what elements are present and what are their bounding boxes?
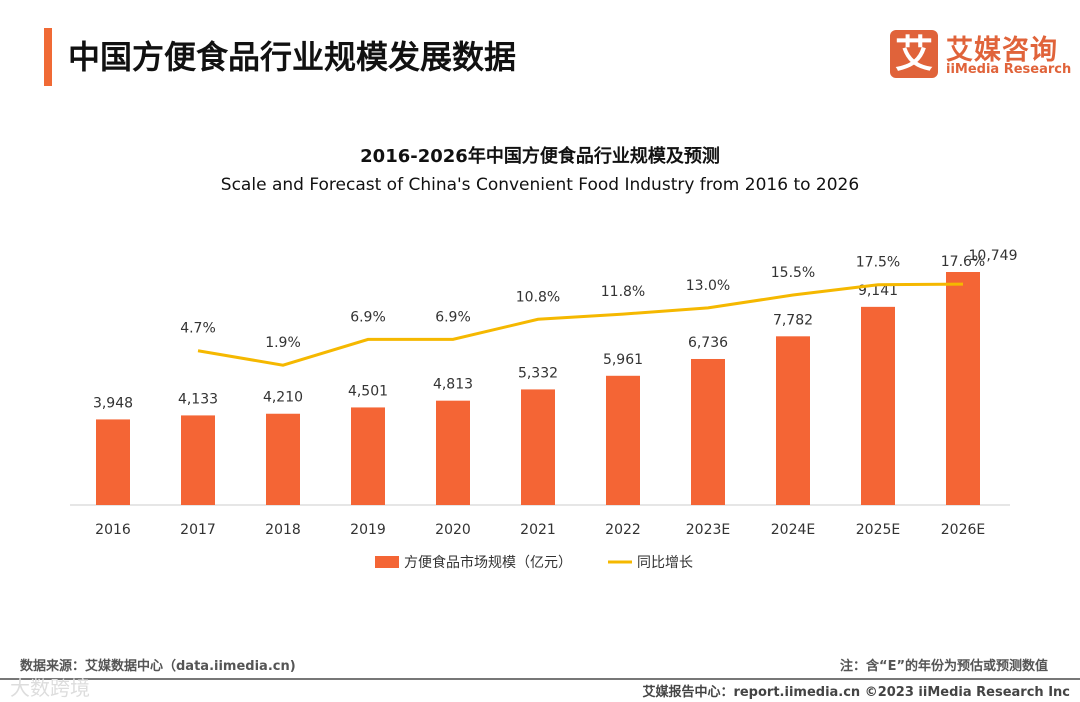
bar-value-label: 10,749: [969, 248, 1018, 264]
line-value-label: 10.8%: [516, 289, 560, 305]
line-value-label: 11.8%: [601, 284, 645, 300]
bar: [946, 272, 980, 505]
page-title: 中国方便食品行业规模发展数据: [68, 38, 517, 76]
note-text: 注：含“E”的年份为预估或预测数值: [840, 659, 1048, 674]
watermark: 大数跨境: [10, 676, 90, 700]
line-value-label: 17.6%: [941, 254, 985, 270]
line-value-label: 17.5%: [856, 255, 900, 271]
legend-bar-label: 方便食品市场规模（亿元）: [404, 554, 572, 571]
line-value-label: 1.9%: [265, 335, 301, 351]
x-tick-label: 2019: [350, 522, 386, 538]
line-value-label: 13.0%: [686, 278, 730, 294]
bar-value-label: 4,210: [263, 390, 303, 406]
x-tick-label: 2026E: [941, 522, 985, 538]
bar: [436, 400, 470, 505]
bar: [266, 413, 300, 505]
chart-title: 2016-2026年中国方便食品行业规模及预测: [360, 146, 720, 167]
bar: [861, 306, 895, 505]
line-value-label: 6.9%: [435, 309, 471, 325]
x-tick-label: 2018: [265, 522, 301, 538]
chart-subtitle: Scale and Forecast of China's Convenient…: [220, 175, 860, 195]
legend-bar-swatch: [375, 556, 399, 568]
line-value-label: 4.7%: [180, 321, 216, 337]
x-tick-label: 2021: [520, 522, 556, 538]
line-value-label: 6.9%: [350, 309, 386, 325]
x-tick-label: 2016: [95, 522, 131, 538]
bar-value-label: 5,961: [603, 352, 643, 368]
x-tick-label: 2024E: [771, 522, 815, 538]
legend-line-label: 同比增长: [637, 555, 693, 571]
copyright-text: 艾媒报告中心：report.iimedia.cn ©2023 iiMedia R…: [642, 685, 1070, 700]
footer-divider: [0, 678, 1080, 680]
bar-value-label: 5,332: [518, 365, 558, 381]
bar: [351, 407, 385, 505]
x-tick-label: 2022: [605, 522, 641, 538]
x-tick-label: 2023E: [686, 522, 730, 538]
bar: [96, 419, 130, 505]
x-tick-label: 2017: [180, 522, 216, 538]
bar-value-label: 6,736: [688, 335, 728, 351]
source-text: 数据来源：艾媒数据中心（data.iimedia.cn): [20, 659, 296, 674]
bar: [606, 375, 640, 505]
x-tick-label: 2020: [435, 522, 471, 538]
bar-value-label: 4,133: [178, 391, 218, 407]
bar: [691, 358, 725, 505]
bar-value-label: 3,948: [93, 395, 133, 411]
bar: [776, 336, 810, 505]
line-value-label: 15.5%: [771, 265, 815, 281]
bar: [181, 415, 215, 505]
logo-icon: 艾: [890, 30, 938, 78]
bar: [521, 389, 555, 505]
growth-line: [197, 282, 964, 367]
logo-en: iiMedia Research: [946, 62, 1072, 77]
x-tick-label: 2025E: [856, 522, 900, 538]
bar-value-label: 7,782: [773, 312, 813, 328]
bar-value-label: 4,813: [433, 377, 473, 393]
title-accent-bar: [44, 28, 52, 86]
bar-value-label: 4,501: [348, 383, 388, 399]
logo-cn: 艾媒咨询: [946, 35, 1058, 66]
